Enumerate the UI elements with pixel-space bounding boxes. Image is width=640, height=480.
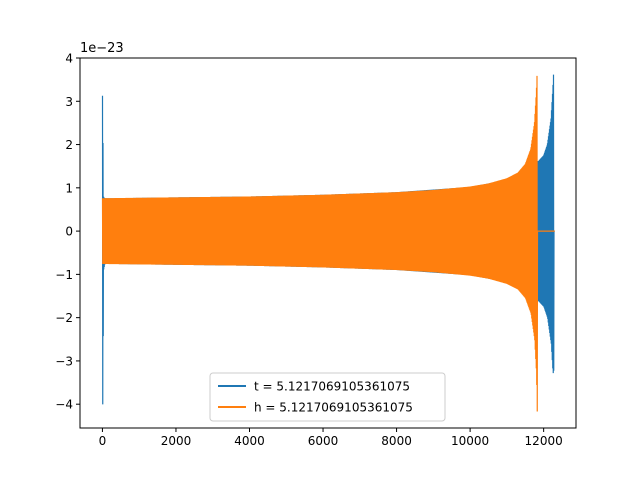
y-tick-label: −1 <box>55 268 73 282</box>
x-tick-label: 10000 <box>451 434 489 448</box>
x-axis: 0 2000 4000 6000 8000 10000 12000 <box>99 428 563 448</box>
y-tick-label: −2 <box>55 311 73 325</box>
x-tick-label: 8000 <box>381 434 412 448</box>
legend: t = 5.1217069105361075 h = 5.121706910536… <box>209 372 446 422</box>
y-tick-label: 0 <box>65 225 73 239</box>
y-offset-label: 1e−23 <box>80 41 124 56</box>
y-tick-label: 4 <box>65 52 73 66</box>
x-tick-label: 6000 <box>308 434 339 448</box>
axes-frame <box>79 57 577 429</box>
x-tick-label: 4000 <box>234 434 265 448</box>
plot-area <box>101 74 555 412</box>
y-tick-label: −3 <box>55 354 73 368</box>
series-line-2 <box>101 75 555 412</box>
y-tick-label: 1 <box>65 181 73 195</box>
y-tick-label: 3 <box>65 95 73 109</box>
legend-box <box>209 372 446 422</box>
x-tick-label: 12000 <box>525 434 563 448</box>
x-tick-label: 2000 <box>161 434 192 448</box>
legend-label-2: h = 5.1217069105361075 <box>254 401 413 415</box>
legend-label-1: t = 5.1217069105361075 <box>254 380 410 394</box>
y-tick-label: −4 <box>55 398 73 412</box>
y-axis: −4 −3 −2 −1 0 1 2 3 4 <box>55 52 80 412</box>
x-tick-label: 0 <box>99 434 107 448</box>
y-tick-label: 2 <box>65 138 73 152</box>
